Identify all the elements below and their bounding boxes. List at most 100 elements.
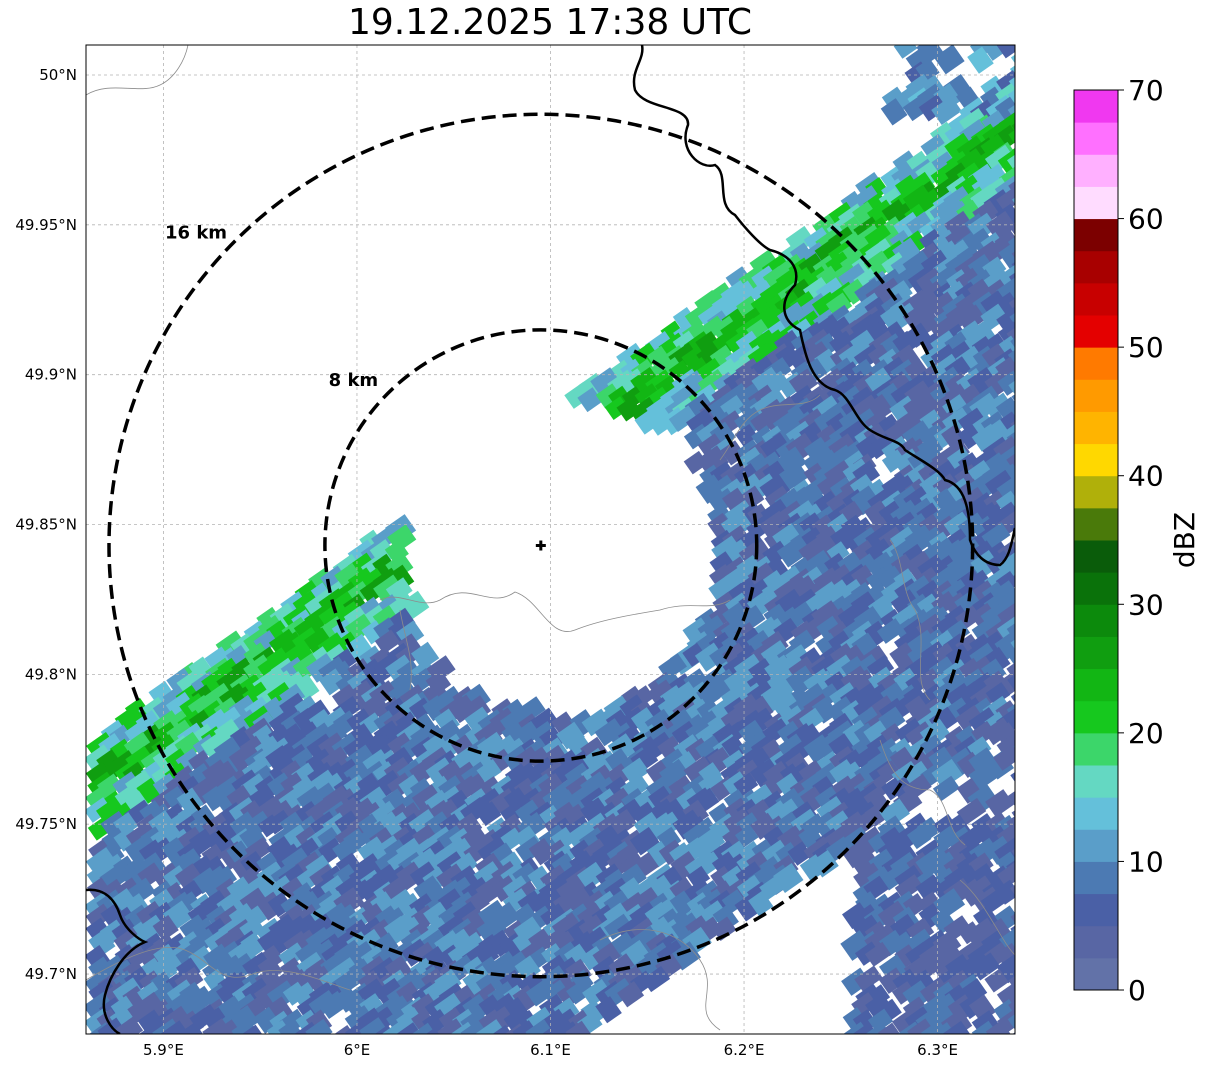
echo-cell	[736, 473, 764, 500]
echo-cell	[647, 679, 678, 709]
echo-cell	[228, 746, 255, 773]
echo-cell	[1007, 668, 1015, 693]
echo-cell	[736, 295, 760, 319]
echo-cell	[722, 602, 750, 629]
admin-boundary-line	[379, 591, 731, 632]
echo-cell	[630, 707, 657, 733]
echo-cell	[932, 775, 960, 801]
echo-cell	[448, 694, 478, 724]
echo-cell	[800, 786, 827, 813]
echo-cell	[476, 914, 508, 945]
echo-cell	[747, 562, 777, 590]
echo-cell	[438, 915, 466, 942]
echo-cell	[382, 877, 408, 902]
lat-tick-label: 49.7°N	[25, 965, 77, 983]
echo-cell	[985, 469, 1015, 500]
echo-cell	[1011, 385, 1015, 413]
colorbar-label: dBZ	[1168, 512, 1201, 568]
echo-cell	[86, 969, 112, 995]
echo-cell	[1011, 470, 1015, 498]
echo-cell	[541, 943, 565, 966]
echo-cell	[825, 836, 853, 862]
echo-cell	[814, 238, 844, 267]
echo-cell	[412, 824, 439, 851]
echo-cell	[968, 707, 998, 735]
colorbar-swatch	[1074, 122, 1118, 155]
echo-cell	[746, 629, 773, 655]
echo-cell	[88, 929, 116, 958]
echo-cell	[853, 862, 883, 890]
echo-cell	[918, 94, 948, 122]
echo-cell	[878, 706, 906, 734]
colorbar-tick-label: 60	[1128, 203, 1164, 236]
echo-cell	[374, 629, 401, 655]
map-title: 19.12.2025 17:38 UTC	[347, 2, 753, 43]
echo-cell	[411, 784, 443, 815]
echo-cell	[672, 307, 698, 333]
echo-cell	[424, 1024, 451, 1034]
echo-cell	[851, 669, 876, 693]
echo-cell	[749, 812, 779, 840]
echo-cell	[411, 1008, 435, 1032]
echo-cell	[907, 1018, 935, 1034]
echo-cell	[293, 673, 320, 702]
echo-cell	[512, 928, 541, 956]
echo-cell	[893, 45, 918, 59]
colorbar-tick-label: 30	[1128, 588, 1164, 621]
echo-cell	[968, 762, 998, 791]
admin-boundary-line	[86, 946, 351, 991]
lat-tick-label: 49.95°N	[15, 216, 77, 234]
echo-cell	[603, 913, 633, 940]
range-ring-8km	[323, 328, 759, 763]
echo-cell	[788, 368, 819, 397]
lon-tick-label: 6.2°E	[724, 1041, 765, 1059]
echo-cell	[931, 95, 962, 125]
echo-cell	[760, 498, 790, 526]
echo-cell	[997, 370, 1015, 396]
echo-cell	[850, 313, 881, 343]
echo-cell	[423, 901, 449, 927]
echo-cell	[981, 419, 1011, 448]
echo-cell	[270, 927, 300, 955]
echo-cell	[880, 723, 904, 746]
echo-cell	[577, 387, 603, 413]
echo-cell	[967, 875, 997, 904]
border-line-east	[632, 45, 1015, 567]
range-ring-label: 8 km	[329, 370, 379, 391]
echo-cell	[86, 903, 113, 929]
echo-cell	[1007, 1008, 1015, 1034]
radar-reflectivity-layer	[86, 45, 1015, 1034]
echo-cell	[1006, 658, 1015, 686]
echo-cell	[980, 303, 1009, 331]
colorbar-swatch	[1074, 957, 1118, 991]
longitude-tick-labels: 5.9°E 6°E 6.1°E 6.2°E 6.3°E	[143, 1041, 958, 1059]
echo-cell	[541, 930, 566, 954]
echo-cell	[697, 303, 725, 330]
echo-cell	[590, 367, 622, 397]
echo-cell	[980, 45, 1008, 61]
colorbar-swatch	[1074, 540, 1118, 573]
echo-cell	[1012, 827, 1015, 856]
echo-cell	[515, 799, 542, 824]
echo-cell	[515, 720, 541, 747]
echo-cell	[956, 797, 987, 826]
echo-cell	[305, 1018, 333, 1034]
echo-cell	[760, 432, 792, 463]
echo-cell	[955, 704, 984, 732]
colorbar: 0 10 20 30 40 50 60 70 dBZ	[1073, 74, 1201, 1007]
echo-cell	[930, 315, 960, 344]
echo-cell	[382, 1019, 413, 1034]
echo-cell	[412, 1022, 440, 1034]
echo-cell	[668, 405, 698, 433]
echo-cell	[475, 801, 502, 827]
colorbar-swatch	[1074, 443, 1118, 477]
echo-cell	[86, 917, 110, 942]
echo-cell	[968, 747, 998, 776]
echo-cell	[460, 1020, 488, 1034]
echo-cell	[776, 538, 807, 568]
echo-cell	[477, 837, 507, 865]
echo-cell	[318, 668, 347, 696]
lat-tick-label: 49.8°N	[25, 665, 77, 683]
echo-cell	[476, 758, 502, 784]
echo-cell	[374, 977, 404, 1005]
